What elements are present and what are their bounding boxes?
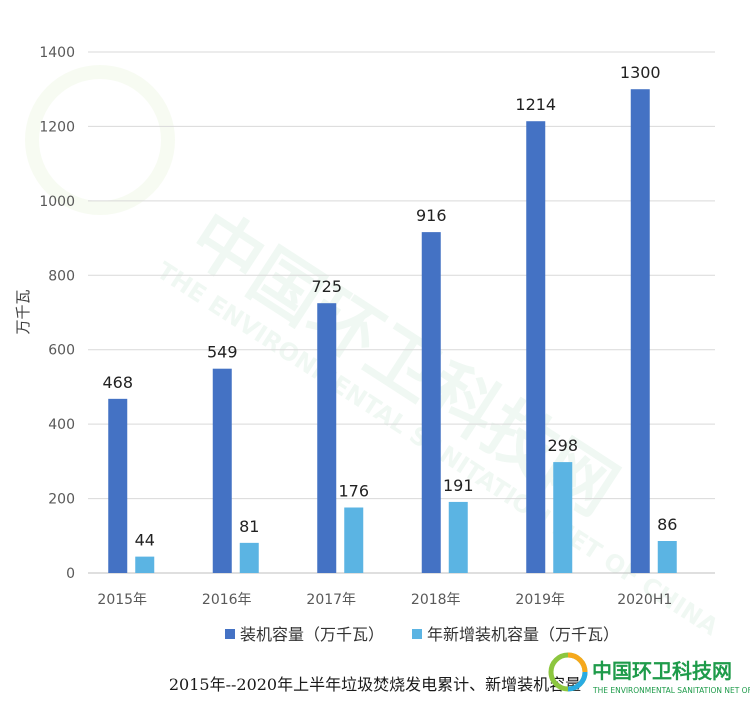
bars (108, 89, 677, 574)
bar-installed-capacity (108, 398, 128, 573)
data-label-new-capacity: 81 (239, 517, 259, 536)
bar-new-capacity (553, 462, 573, 573)
x-tick-label: 2019年 (515, 592, 565, 608)
bar-installed-capacity (421, 232, 441, 574)
y-tick-label: 600 (48, 343, 75, 359)
x-tick-label: 2018年 (411, 592, 461, 608)
data-label-installed-capacity: 1214 (515, 95, 556, 114)
data-label-installed-capacity: 1300 (620, 63, 661, 82)
y-tick-label: 400 (48, 417, 75, 433)
data-label-new-capacity: 191 (443, 476, 474, 495)
legend-label-new-capacity: 年新增装机容量（万千瓦） (427, 625, 619, 644)
y-tick-label: 800 (48, 268, 75, 284)
data-label-new-capacity: 298 (547, 436, 578, 455)
chart-caption: 2015年--2020年上半年垃圾焚烧发电累计、新增装机容量 (169, 675, 581, 694)
x-tick-label: 2016年 (202, 592, 252, 608)
legend: 装机容量（万千瓦） 年新增装机容量（万千瓦） (225, 625, 619, 644)
y-tick-label: 0 (66, 566, 75, 582)
data-label-installed-capacity: 468 (102, 373, 133, 392)
background-watermark: 中国环卫科技网 THE ENVIRONMENTAL SANITATION NET… (25, 65, 723, 641)
bar-new-capacity (657, 540, 677, 573)
logo-subtext: THE ENVIRONMENTAL SANITATION NET OF CHIN… (592, 686, 750, 695)
watermark-ring (25, 65, 175, 215)
legend-swatch-installed-capacity (225, 629, 235, 639)
site-logo: 中国环卫科技网 THE ENVIRONMENTAL SANITATION NET… (548, 652, 750, 695)
x-tick-label: 2020H1 (617, 592, 672, 608)
data-label-installed-capacity: 725 (311, 277, 342, 296)
y-tick-label: 1400 (39, 45, 75, 61)
x-tick-label: 2017年 (306, 592, 356, 608)
bar-new-capacity (135, 556, 155, 573)
data-label-installed-capacity: 549 (207, 343, 238, 362)
bar-new-capacity (448, 501, 468, 573)
bar-new-capacity (239, 542, 259, 573)
bar-installed-capacity (526, 121, 546, 574)
x-axis-ticks: 2015年 2016年 2017年 2018年 2019年 2020H1 (97, 592, 672, 608)
gridlines (88, 51, 715, 574)
bar-installed-capacity (212, 368, 232, 573)
y-axis-label: 万千瓦 (14, 289, 32, 334)
y-tick-label: 1200 (39, 119, 75, 135)
logo-text: 中国环卫科技网 (592, 659, 732, 683)
data-labels: 468 44 549 81 725 176 916 191 1214 298 1300 86 (102, 63, 677, 549)
bar-installed-capacity (630, 89, 650, 573)
data-label-new-capacity: 176 (338, 482, 369, 501)
bar-new-capacity (344, 507, 364, 573)
x-tick-label: 2015年 (97, 592, 147, 608)
data-label-installed-capacity: 916 (416, 206, 447, 225)
y-axis-ticks: 0 200 400 600 800 1000 1200 1400 (39, 45, 75, 582)
bar-installed-capacity (317, 303, 337, 573)
y-tick-label: 200 (48, 492, 75, 508)
y-tick-label: 1000 (39, 194, 75, 210)
data-label-new-capacity: 44 (135, 531, 155, 550)
legend-swatch-new-capacity (412, 629, 422, 639)
legend-label-installed-capacity: 装机容量（万千瓦） (240, 625, 384, 644)
data-label-new-capacity: 86 (657, 515, 677, 534)
logo-emblem-icon (548, 652, 588, 692)
